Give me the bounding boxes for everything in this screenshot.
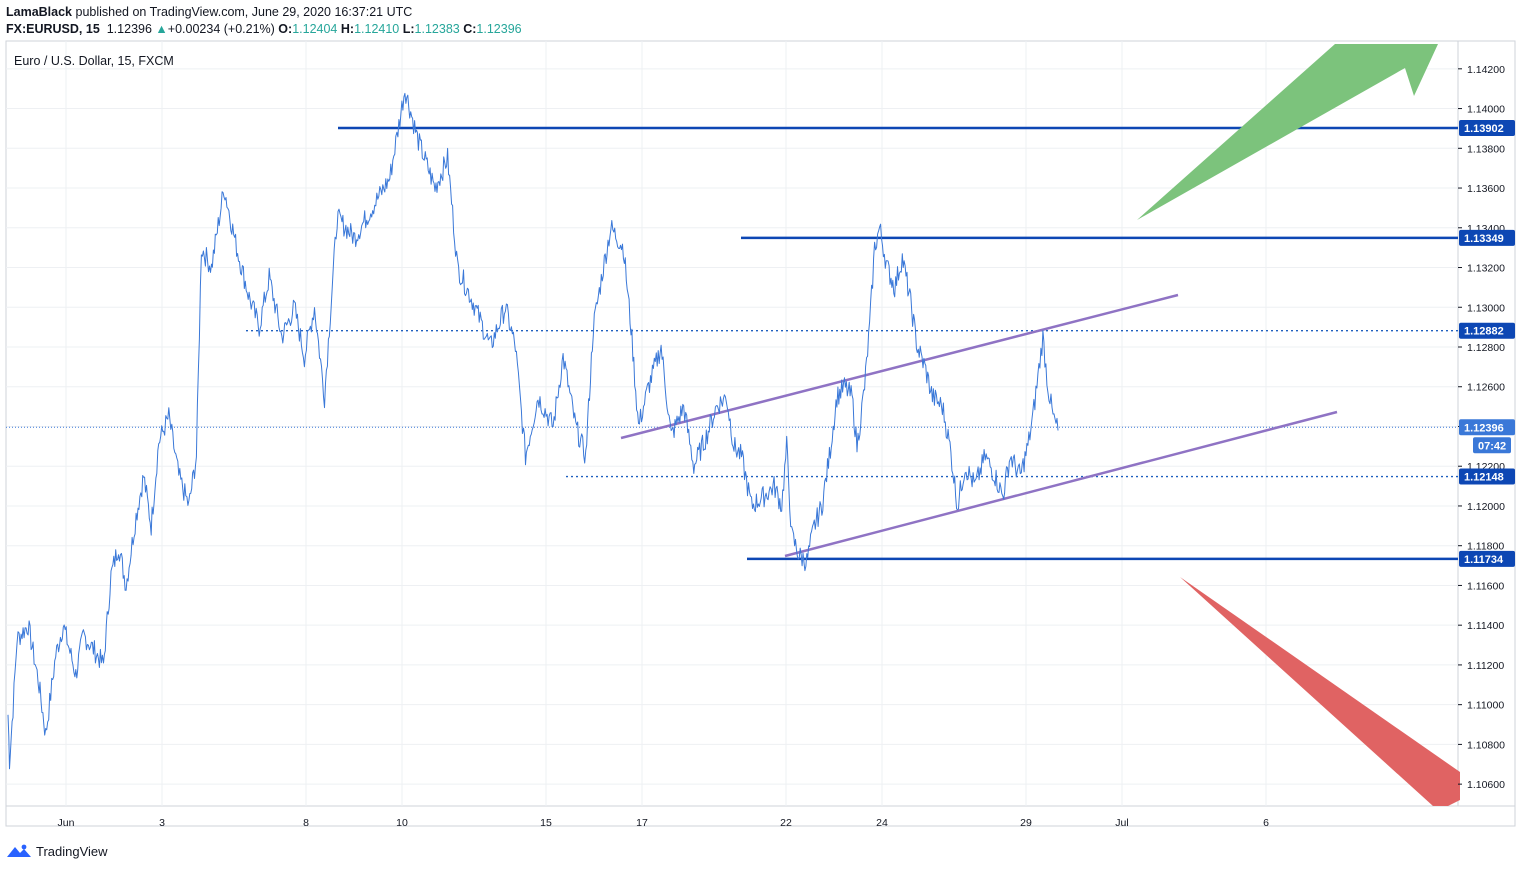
footer: TradingView xyxy=(6,843,108,859)
channel-lower-line[interactable] xyxy=(784,410,1338,558)
x-tick-label: Jun xyxy=(58,817,75,829)
bullish-arrow-drawing[interactable] xyxy=(1137,44,1438,220)
y-tick-label: 1.12800 xyxy=(1467,342,1505,354)
publication-line: LamaBlack published on TradingView.com, … xyxy=(6,4,522,21)
price-tag[interactable] xyxy=(1459,229,1515,246)
x-tick-label: 3 xyxy=(159,817,165,829)
triangle-up-icon: ▲ xyxy=(155,22,168,36)
y-tick-label: 1.11200 xyxy=(1467,660,1504,672)
price-tag[interactable] xyxy=(1459,120,1515,137)
price-tag-label: 1.13349 xyxy=(1464,233,1504,245)
time-scale[interactable] xyxy=(5,805,1516,827)
price-tags: 1.13902 1.13349 1.12882 1.12396 1.12148 1.117… xyxy=(1459,120,1515,567)
close-value: 1.12396 xyxy=(476,22,522,36)
chart-title: Euro / U.S. Dollar, 15, FXCM xyxy=(14,54,174,68)
x-tick-label: 8 xyxy=(303,817,309,829)
y-tick-label: 1.13000 xyxy=(1467,302,1505,314)
price-change: +0.00234 (+0.21%) xyxy=(167,22,275,36)
close-label: C: xyxy=(463,22,477,36)
low-label: L: xyxy=(402,22,415,36)
x-tick-label: 24 xyxy=(876,817,888,829)
y-tick-label: 1.11800 xyxy=(1467,541,1504,553)
y-tick-label: 1.13800 xyxy=(1467,143,1505,155)
y-tick-label: 1.12000 xyxy=(1467,501,1505,513)
y-tick-label: 1.13600 xyxy=(1467,183,1505,195)
drawings xyxy=(620,44,1460,806)
high-label: H: xyxy=(340,22,355,36)
y-tick-label: 1.11000 xyxy=(1467,700,1504,712)
symbol-line: FX:EURUSD, 15 1.12396 ▲+0.00234 (+0.21%)… xyxy=(6,21,522,38)
last-price: 1.12396 xyxy=(106,22,152,36)
chart-header: LamaBlack published on TradingView.com, … xyxy=(6,4,522,38)
symbol-name: FX:EURUSD, 15 xyxy=(6,22,100,36)
tradingview-logo-icon[interactable] xyxy=(6,843,32,859)
y-tick-label: 1.11400 xyxy=(1467,620,1504,632)
x-tick-label: 29 xyxy=(1020,817,1032,829)
y-tick-label: 1.14000 xyxy=(1467,104,1505,116)
price-tag-label: 1.11734 xyxy=(1464,554,1504,566)
open-label: O: xyxy=(278,22,293,36)
price-tag[interactable] xyxy=(1459,322,1515,339)
price-tag[interactable] xyxy=(1459,550,1515,567)
price-series xyxy=(7,92,1059,770)
bar-countdown-label: 07:42 xyxy=(1478,440,1506,452)
open-value: 1.12404 xyxy=(292,22,338,36)
price-tag[interactable] xyxy=(1459,468,1515,485)
y-tick-label: 1.11600 xyxy=(1467,580,1504,592)
x-axis: Jun 3 8 10 15 17 22 24 29 Jul 6 xyxy=(58,817,1270,829)
x-tick-label: 6 xyxy=(1263,817,1269,829)
x-tick-label: 22 xyxy=(780,817,792,829)
y-tick-label: 1.12600 xyxy=(1467,382,1505,394)
low-value: 1.12383 xyxy=(414,22,460,36)
price-tag-label: 1.13902 xyxy=(1464,123,1504,135)
brand-name[interactable]: TradingView xyxy=(36,843,108,859)
x-tick-label: 10 xyxy=(396,817,408,829)
price-levels xyxy=(6,126,1458,561)
high-value: 1.12410 xyxy=(354,22,400,36)
chart-grid xyxy=(5,40,1516,827)
published-text: published on TradingView.com, June 29, 2… xyxy=(72,5,413,19)
x-tick-label: Jul xyxy=(1115,817,1128,829)
channel-upper-line[interactable] xyxy=(620,293,1179,440)
bar-countdown-tag xyxy=(1473,437,1511,454)
price-tag-label: 1.12148 xyxy=(1464,472,1504,484)
y-tick-label: 1.14200 xyxy=(1467,64,1505,76)
price-tag-label: 1.12882 xyxy=(1464,326,1504,338)
price-tag-label: 1.12396 xyxy=(1464,422,1504,434)
y-tick-label: 1.10600 xyxy=(1467,779,1505,791)
bearish-arrow-drawing[interactable] xyxy=(1180,577,1460,806)
price-series-line[interactable] xyxy=(7,92,1059,770)
price-tag[interactable] xyxy=(1459,419,1515,436)
author-name[interactable]: LamaBlack xyxy=(6,5,73,19)
y-tick-label: 1.13200 xyxy=(1467,263,1505,275)
y-tick-label: 1.10800 xyxy=(1467,739,1505,751)
x-tick-label: 15 xyxy=(540,817,552,829)
x-tick-label: 17 xyxy=(636,817,648,829)
